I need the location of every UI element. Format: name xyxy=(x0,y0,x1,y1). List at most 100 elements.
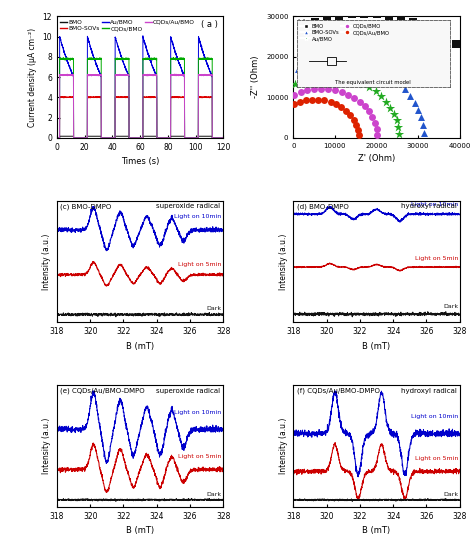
Point xyxy=(383,98,390,106)
BMO-SOVs xyxy=(112,135,118,141)
Point xyxy=(332,86,339,94)
Text: Light on 5min: Light on 5min xyxy=(178,262,222,267)
Point xyxy=(337,72,344,81)
Line: CQDs/Au/BMO: CQDs/Au/BMO xyxy=(57,74,223,138)
CQDs/BMO xyxy=(68,56,74,62)
CQDs/BMO xyxy=(115,56,121,62)
Point xyxy=(355,131,363,140)
Au/BMO xyxy=(193,135,199,141)
Text: hydroxyl radical: hydroxyl radical xyxy=(401,203,456,209)
Point xyxy=(377,92,385,101)
Text: ( b ): ( b ) xyxy=(297,19,314,28)
BMO xyxy=(112,135,118,141)
Point xyxy=(348,10,356,19)
Point xyxy=(395,79,402,88)
Point xyxy=(297,88,304,96)
Point xyxy=(372,87,380,96)
Point xyxy=(310,84,318,93)
CQDs/Au/BMO xyxy=(64,71,70,77)
CQDs/Au/BMO xyxy=(220,135,226,141)
Point xyxy=(308,95,316,104)
Point xyxy=(305,74,313,83)
Y-axis label: Intensity (a.u.): Intensity (a.u.) xyxy=(42,418,51,474)
Point xyxy=(374,130,381,139)
BMO-SOVs xyxy=(175,94,181,100)
Point xyxy=(304,86,311,94)
Point xyxy=(410,17,417,26)
CQDs/BMO xyxy=(175,56,181,62)
Point xyxy=(338,88,346,96)
Point xyxy=(395,130,403,138)
CQDs/Au/BMO xyxy=(173,72,178,78)
Point xyxy=(335,11,343,20)
Text: (d) BMO-DMPO: (d) BMO-DMPO xyxy=(297,203,348,210)
Au/BMO xyxy=(175,56,181,63)
Point xyxy=(361,102,368,111)
Text: Light on 10min: Light on 10min xyxy=(411,202,458,207)
Y-axis label: Intensity (a.u.): Intensity (a.u.) xyxy=(279,233,288,290)
Au/BMO xyxy=(220,135,226,141)
CQDs/BMO xyxy=(173,55,178,62)
BMO xyxy=(220,135,226,141)
Point xyxy=(390,110,398,118)
Text: Light on 10min: Light on 10min xyxy=(174,214,222,219)
Y-axis label: Intensity (a.u.): Intensity (a.u.) xyxy=(42,233,51,290)
Point xyxy=(296,98,303,106)
Point xyxy=(356,59,363,68)
Point xyxy=(371,118,379,127)
Point xyxy=(420,129,428,137)
Point xyxy=(359,79,366,88)
BMO-SOVs xyxy=(54,135,60,141)
Point xyxy=(365,107,373,116)
CQDs/BMO xyxy=(171,54,176,61)
CQDs/BMO xyxy=(112,135,118,141)
Point xyxy=(302,96,310,105)
Au/BMO xyxy=(173,49,178,55)
Point xyxy=(394,123,402,131)
Point xyxy=(401,85,409,94)
Point xyxy=(319,58,327,66)
X-axis label: Z' (Ohm): Z' (Ohm) xyxy=(358,154,395,163)
Point xyxy=(418,113,425,122)
X-axis label: B (mT): B (mT) xyxy=(363,342,391,351)
Text: Light on 10min: Light on 10min xyxy=(174,410,222,415)
Point xyxy=(351,94,358,102)
CQDs/Au/BMO xyxy=(68,72,74,78)
Line: Au/BMO: Au/BMO xyxy=(57,36,223,138)
Au/BMO xyxy=(112,135,118,141)
Text: (e) CQDs/Au/BMO-DMPO: (e) CQDs/Au/BMO-DMPO xyxy=(60,388,145,395)
Point xyxy=(294,65,301,74)
CQDs/BMO xyxy=(54,135,60,141)
Text: superoxide radical: superoxide radical xyxy=(156,203,220,209)
Point xyxy=(313,72,321,81)
Line: BMO: BMO xyxy=(57,136,223,138)
BMO-SOVs xyxy=(173,94,178,101)
Point xyxy=(419,120,427,129)
CQDs/BMO xyxy=(193,135,199,141)
Y-axis label: Intensity (a.u.): Intensity (a.u.) xyxy=(279,418,288,474)
Text: Dark: Dark xyxy=(443,305,458,310)
Point xyxy=(406,92,414,100)
Point xyxy=(373,10,380,19)
Point xyxy=(432,27,440,35)
Legend: BMO, BMO-SOVs, Au/BMO, CQDs/BMO, CQDs/Au/BMO: BMO, BMO-SOVs, Au/BMO, CQDs/BMO, CQDs/Au… xyxy=(60,19,195,32)
X-axis label: Times (s): Times (s) xyxy=(121,157,159,166)
BMO xyxy=(174,133,180,140)
Point xyxy=(300,22,307,31)
Point xyxy=(311,59,319,68)
Point xyxy=(373,65,380,74)
Point xyxy=(321,96,328,105)
Point xyxy=(411,98,419,107)
Text: superoxide radical: superoxide radical xyxy=(156,388,220,394)
Text: Light on 5min: Light on 5min xyxy=(415,456,458,461)
Point xyxy=(365,62,372,71)
Point xyxy=(290,100,298,108)
Point xyxy=(350,116,357,124)
BMO-SOVs xyxy=(193,135,199,141)
Point xyxy=(352,120,360,129)
Au/BMO xyxy=(68,68,74,74)
X-axis label: B (mT): B (mT) xyxy=(363,526,391,535)
Point xyxy=(365,83,373,92)
Point xyxy=(328,57,336,66)
Point xyxy=(385,11,393,20)
